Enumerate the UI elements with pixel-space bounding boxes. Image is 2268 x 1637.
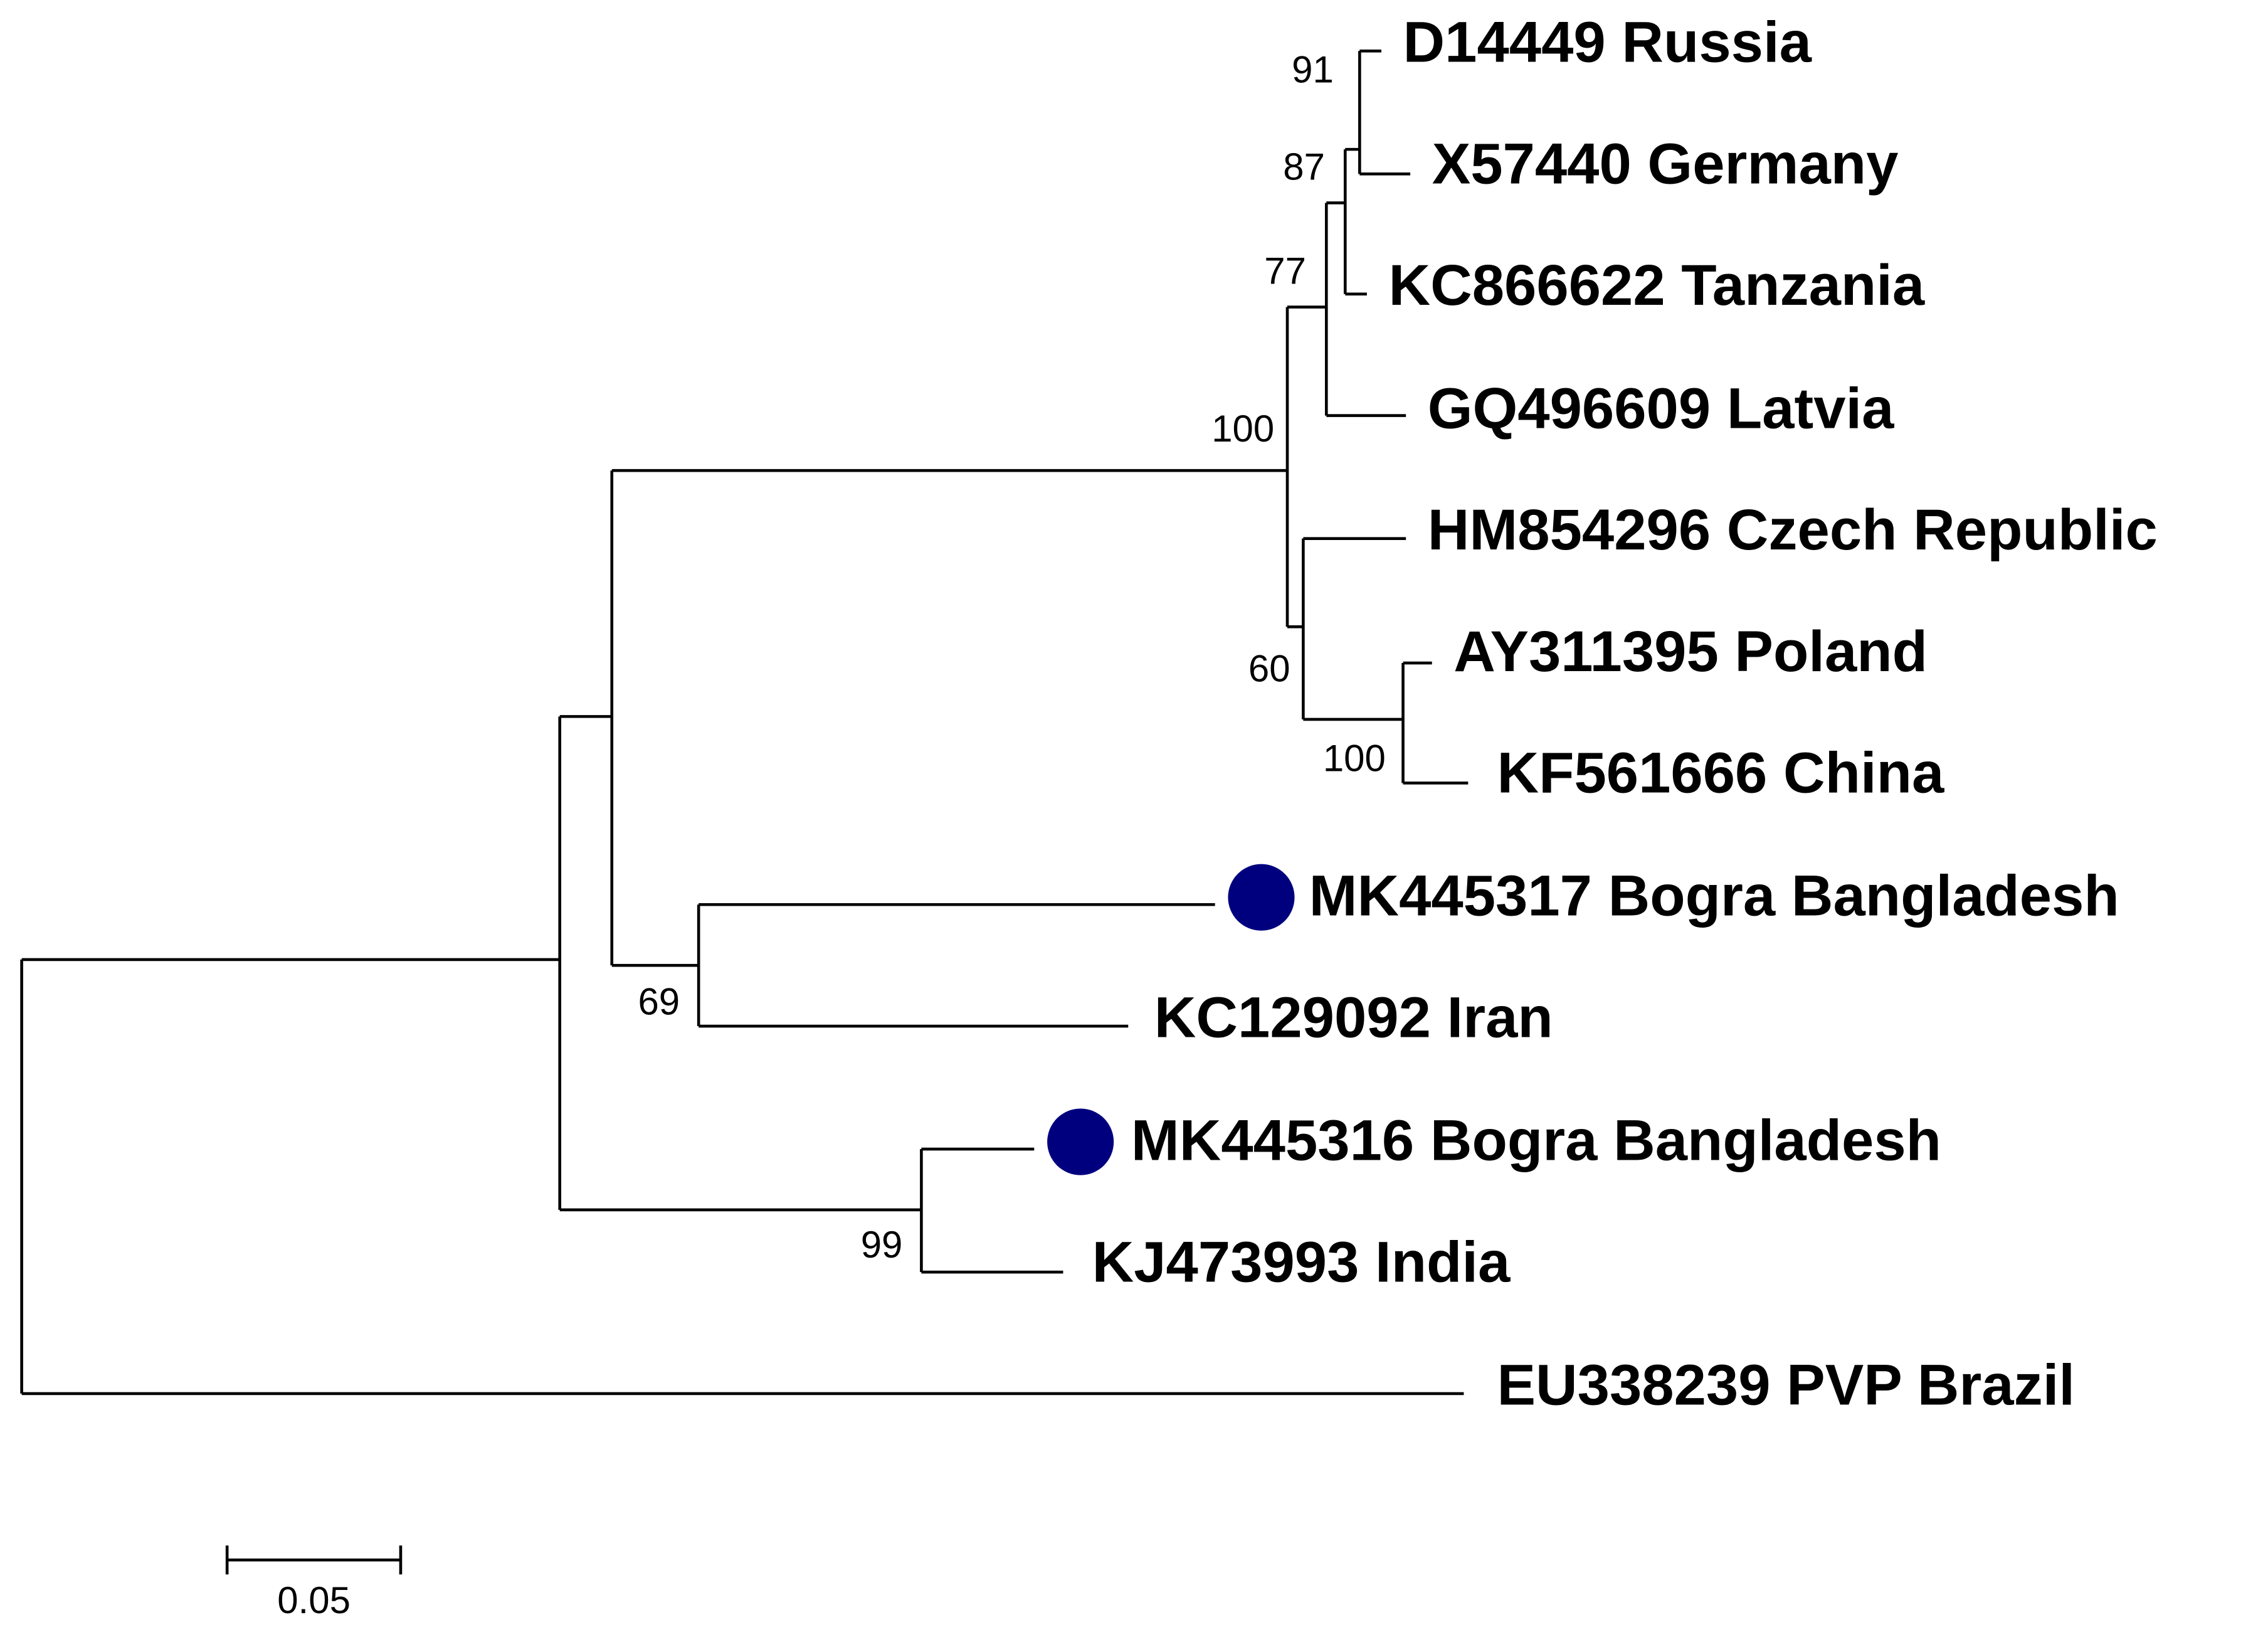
scale-bar-label: 0.05 <box>277 1579 351 1621</box>
bootstrap-value: 77 <box>1264 250 1306 292</box>
bootstrap-value: 60 <box>1248 648 1290 690</box>
bootstrap-value: 69 <box>638 980 680 1022</box>
taxon-label: KF561666 China <box>1497 740 1944 805</box>
bootstrap-value: 87 <box>1283 146 1325 188</box>
branch-lines <box>20 49 1469 1396</box>
bootstrap-value: 100 <box>1211 408 1274 450</box>
bootstrap-value: 91 <box>1292 49 1334 91</box>
taxon-label: MK445317 Bogra Bangladesh <box>1309 863 2119 928</box>
taxon-label: KC129092 Iran <box>1154 984 1553 1049</box>
bootstrap-value: 100 <box>1323 738 1386 780</box>
marker-circle <box>1047 1108 1114 1175</box>
branches <box>20 49 1469 1396</box>
taxon-label: MK445316 Bogra Bangladesh <box>1131 1108 1941 1173</box>
taxon-label: X57440 Germany <box>1432 130 1899 196</box>
scale-bar: 0.05 <box>225 1545 403 1621</box>
taxon-label: GQ496609 Latvia <box>1428 375 1894 440</box>
taxon-label: KC866622 Tanzania <box>1388 252 1924 317</box>
taxon-label: AY311395 Poland <box>1453 618 1928 684</box>
marker-circle <box>1228 864 1295 931</box>
bootstrap-value: 99 <box>861 1224 903 1266</box>
taxon-label: HM854296 Czech Republic <box>1428 497 2158 562</box>
taxon-label: D14449 Russia <box>1403 9 1812 75</box>
taxon-label: EU338239 PVP Brazil <box>1497 1352 2075 1417</box>
taxon-label: KJ473993 India <box>1092 1229 1511 1294</box>
scale-bar-line <box>225 1545 403 1575</box>
